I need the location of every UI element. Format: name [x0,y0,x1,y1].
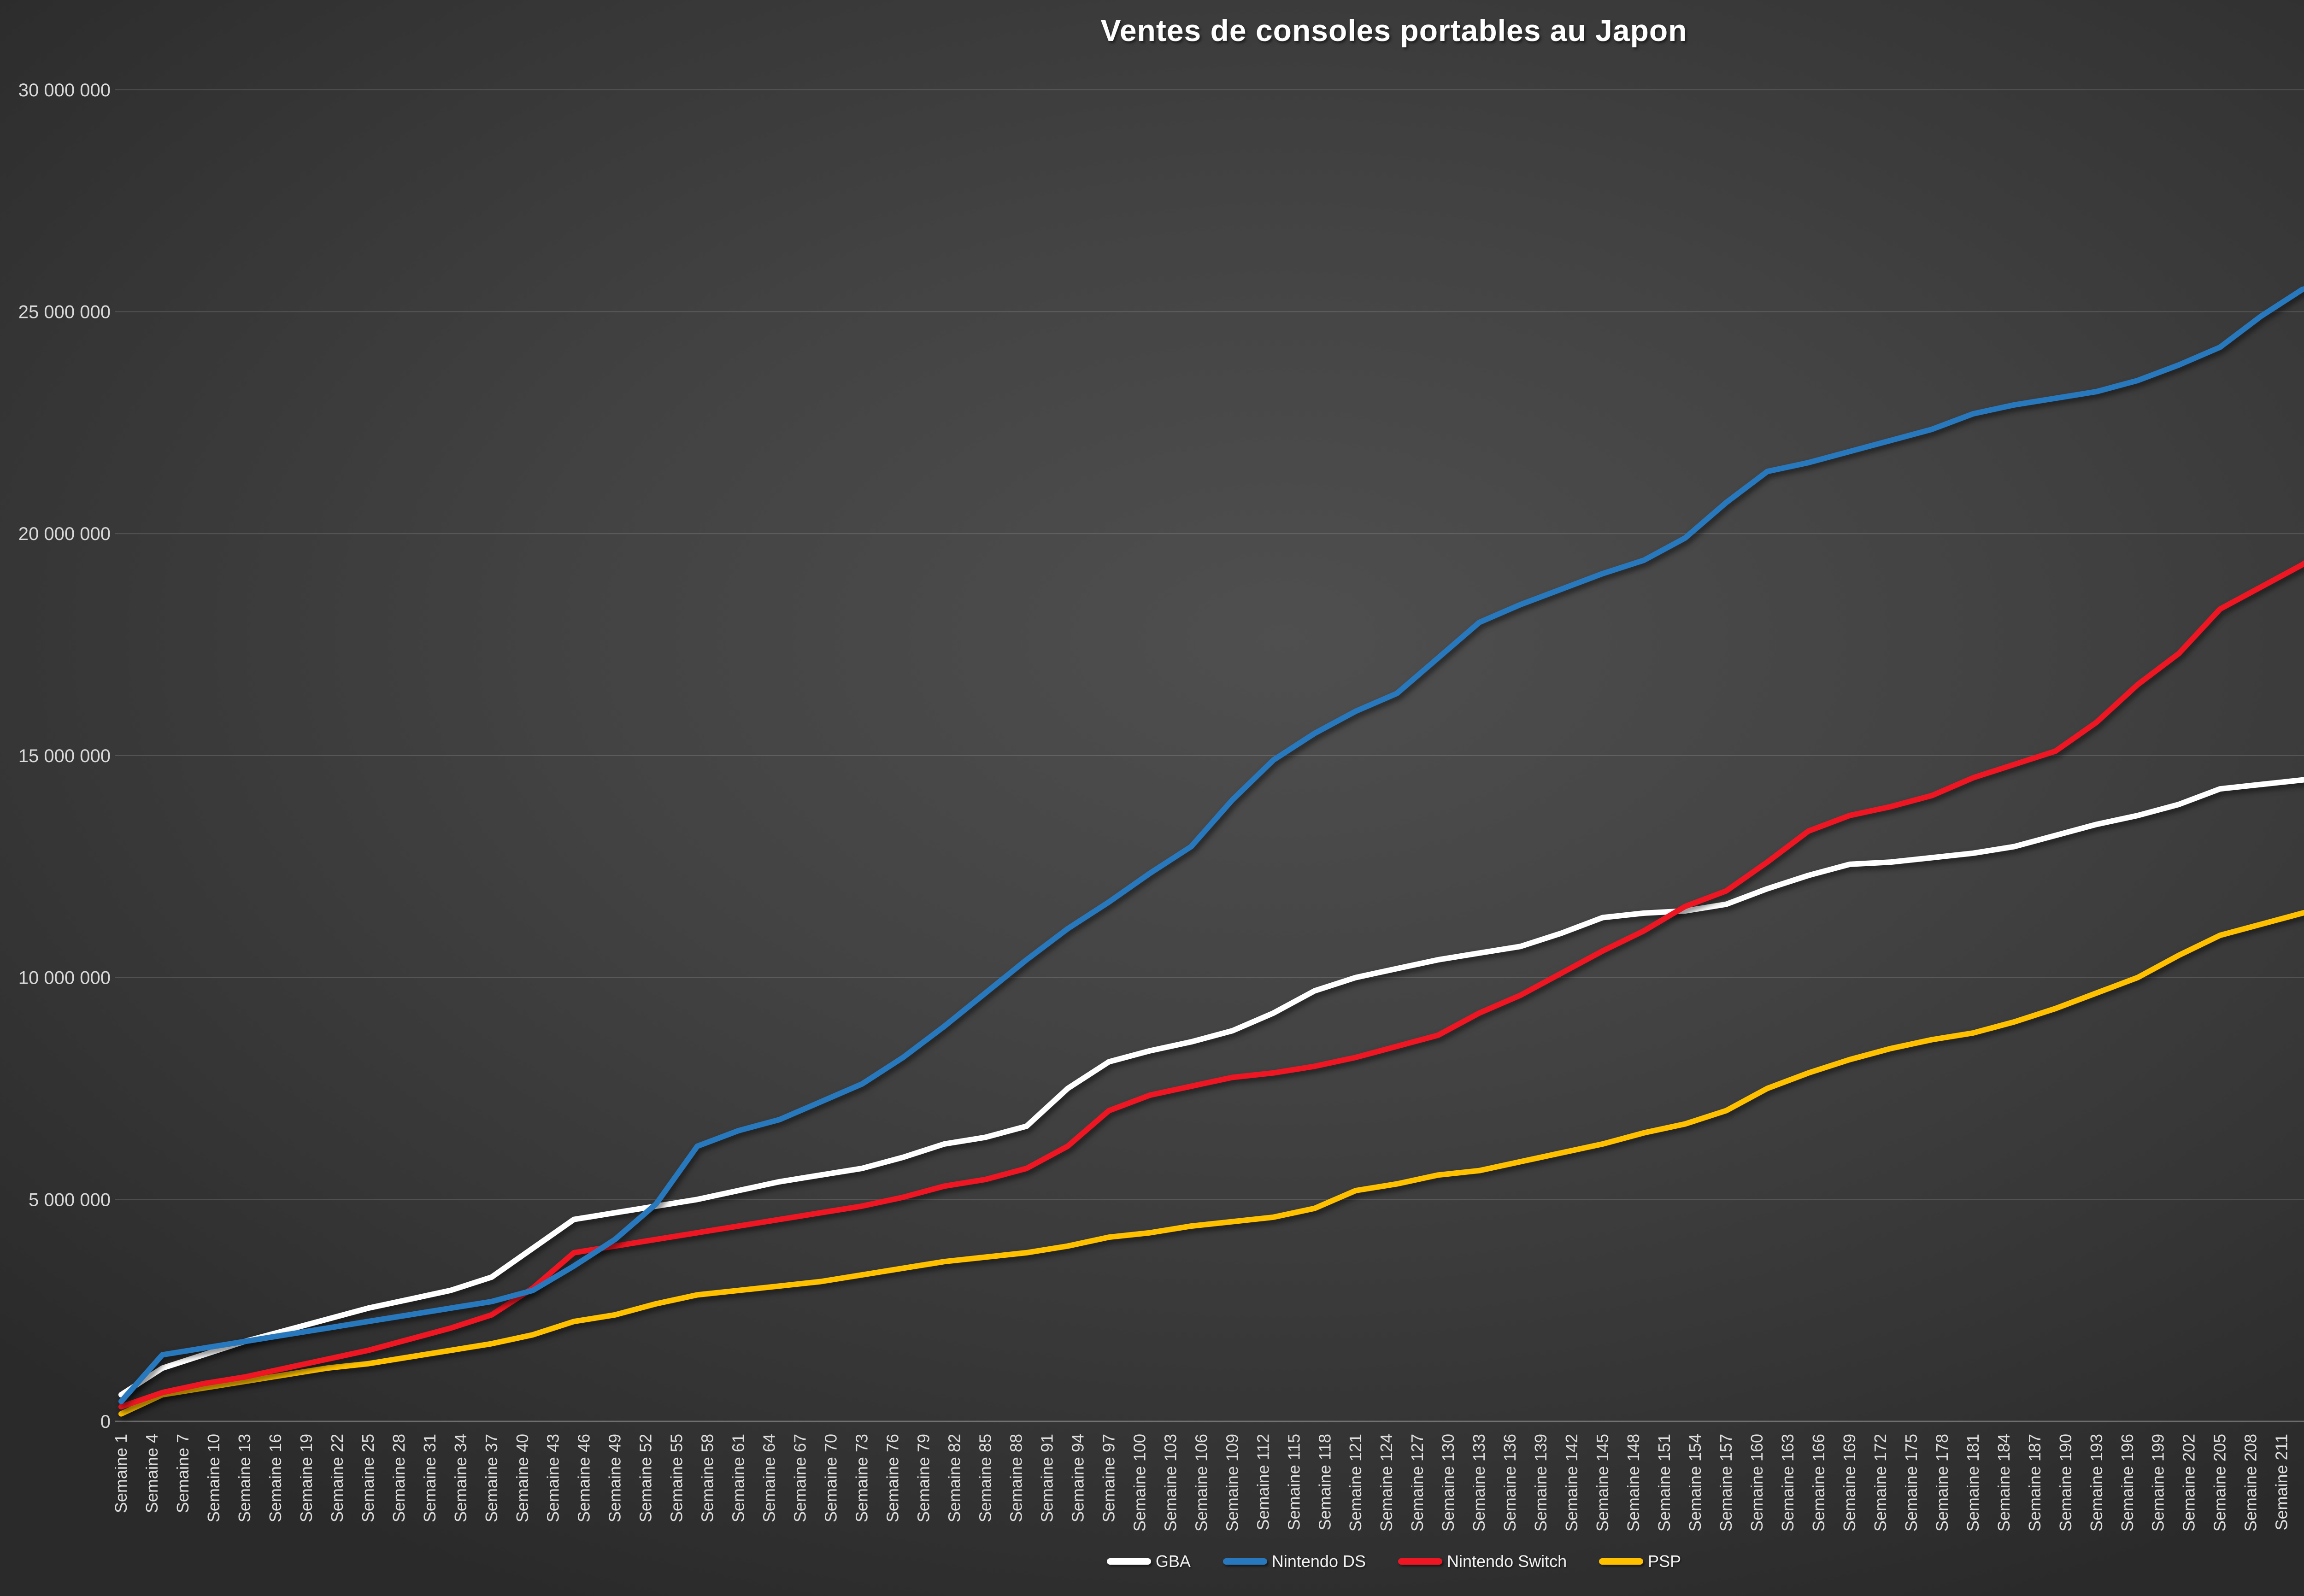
x-axis-tick-label: Semaine 16 [266,1434,285,1522]
legend-label: Nintendo DS [1271,1552,1366,1571]
x-axis-tick-label: Semaine 10 [204,1434,223,1522]
psp-line-swatch-icon [1599,1558,1644,1565]
legend-item-gba: GBA [1106,1552,1191,1571]
x-axis-tick-label: Semaine 61 [729,1434,748,1522]
y-axis-tick-label: 0 [100,1412,111,1432]
x-axis-tick-label: Semaine 40 [513,1434,532,1522]
series-line-gba [118,777,2304,1398]
x-axis-tick-label: Semaine 211 [2272,1434,2291,1530]
x-axis-tick-label: Semaine 46 [575,1434,594,1522]
x-axis-tick-label: Semaine 193 [2087,1434,2106,1531]
x-axis-tick-label: Semaine 4 [142,1434,161,1513]
x-axis-tick-label: Semaine 187 [2025,1434,2044,1531]
y-axis-tick-label: 25 000 000 [18,302,111,323]
x-axis-tick-label: Semaine 199 [2149,1434,2168,1531]
x-axis-tick-label: Semaine 103 [1161,1434,1180,1531]
x-axis-tick-label: Semaine 58 [698,1434,717,1522]
y-axis-tick-label: 10 000 000 [18,968,111,988]
x-axis-tick-label: Semaine 34 [451,1434,470,1522]
x-axis-tick-label: Semaine 43 [544,1434,563,1522]
legend-label: PSP [1648,1552,1681,1571]
series-line-psp [118,909,2304,1417]
x-axis-tick-label: Semaine 109 [1223,1434,1241,1531]
x-axis-tick-label: Semaine 148 [1624,1434,1643,1531]
legend-label: GBA [1155,1552,1191,1571]
x-axis-tick-label: Semaine 154 [1686,1434,1704,1531]
x-axis-tick-label: Semaine 157 [1716,1434,1735,1531]
x-axis-tick-label: Semaine 127 [1408,1434,1427,1531]
x-axis-tick-label: Semaine 112 [1253,1434,1272,1530]
x-axis-tick-label: Semaine 100 [1130,1434,1149,1531]
x-axis-tick-label: Semaine 208 [2241,1434,2260,1531]
x-axis-tick-label: Semaine 70 [822,1434,840,1522]
x-axis-tick-label: Semaine 118 [1315,1434,1334,1530]
x-axis-tick-label: Semaine 121 [1346,1434,1365,1531]
x-axis-tick-label: Semaine 94 [1068,1434,1087,1522]
x-axis-tick-label: Semaine 85 [976,1434,994,1522]
x-axis-tick-label: Semaine 1 [112,1434,130,1513]
x-axis-tick-label: Semaine 37 [482,1434,501,1522]
x-axis-tick-label: Semaine 31 [420,1434,439,1522]
x-axis-tick-label: Semaine 160 [1747,1434,1766,1531]
x-axis-tick-label: Semaine 130 [1439,1434,1458,1531]
gba-line-swatch-icon [1106,1558,1151,1565]
x-axis-tick-label: Semaine 22 [328,1434,347,1522]
x-axis-tick-label: Semaine 124 [1377,1434,1396,1531]
legend-item-nintendo-ds: Nintendo DS [1223,1552,1366,1571]
y-axis-tick-label: 20 000 000 [18,524,111,544]
x-axis-tick-label: Semaine 55 [667,1434,686,1522]
x-axis-tick-label: Semaine 202 [2180,1434,2198,1531]
x-axis-tick-label: Semaine 169 [1840,1434,1859,1531]
x-axis-tick-label: Semaine 145 [1593,1434,1612,1531]
x-axis-tick-label: Semaine 49 [605,1434,624,1522]
y-axis-tick-label: 15 000 000 [18,746,111,766]
x-axis-tick-label: Semaine 19 [297,1434,316,1522]
legend-item-psp: PSP [1599,1552,1681,1571]
x-axis-tick-label: Semaine 97 [1099,1434,1118,1522]
x-axis-tick-label: Semaine 64 [760,1434,779,1522]
x-axis-tick-label: Semaine 172 [1871,1434,1890,1531]
x-axis-tick-label: Semaine 190 [2056,1434,2075,1531]
x-axis-tick-label: Semaine 139 [1531,1434,1550,1531]
x-axis-tick-label: Semaine 166 [1809,1434,1828,1531]
x-axis-tick-label: Semaine 142 [1562,1434,1581,1531]
legend-item-nintendo-switch: Nintendo Switch [1398,1552,1567,1571]
x-axis-tick-label: Semaine 196 [2118,1434,2137,1531]
x-axis-tick-label: Semaine 28 [389,1434,408,1522]
x-axis-tick-label: Semaine 7 [173,1434,192,1513]
x-axis-tick-label: Semaine 13 [235,1434,254,1522]
chart-title: Ventes de consoles portables au Japon [1100,13,1687,47]
y-axis-tick-label: 30 000 000 [18,80,111,100]
x-axis-tick-label: Semaine 184 [1994,1434,2013,1531]
x-axis-tick-label: Semaine 205 [2210,1434,2229,1531]
x-axis-tick-label: Semaine 175 [1902,1434,1921,1531]
x-axis-tick-label: Semaine 115 [1284,1434,1303,1530]
x-axis-tick-label: Semaine 133 [1469,1434,1488,1531]
chart-legend: GBA Nintendo DS Nintendo Switch PSP [0,1552,2304,1571]
nintendo-ds-line-swatch-icon [1223,1558,1267,1565]
x-axis-tick-label: Semaine 52 [636,1434,655,1522]
x-axis-tick-label: Semaine 76 [883,1434,902,1522]
x-axis-tick-label: Semaine 214 [2303,1434,2304,1531]
x-axis-tick-label: Semaine 163 [1778,1434,1797,1531]
x-axis-tick-label: Semaine 88 [1006,1434,1025,1522]
x-axis-tick-label: Semaine 136 [1500,1434,1519,1531]
x-axis-tick-label: Semaine 91 [1037,1434,1056,1522]
y-axis-tick-label: 5 000 000 [29,1190,111,1210]
x-axis-tick-label: Semaine 67 [791,1434,810,1522]
x-axis-tick-label: Semaine 178 [1933,1434,1951,1531]
x-axis-tick-label: Semaine 79 [914,1434,933,1522]
nintendo-switch-line-swatch-icon [1398,1558,1442,1565]
series-line-nintendo-switch [118,560,2304,1410]
series-line-nintendo-ds [118,286,2304,1404]
legend-label: Nintendo Switch [1446,1552,1567,1571]
x-axis-tick-label: Semaine 25 [359,1434,377,1522]
x-axis-tick-label: Semaine 82 [945,1434,964,1522]
x-axis-tick-label: Semaine 151 [1655,1434,1674,1531]
x-axis-tick-label: Semaine 106 [1192,1434,1211,1531]
x-axis-tick-label: Semaine 181 [1963,1434,1982,1531]
x-axis-tick-label: Semaine 73 [852,1434,871,1522]
